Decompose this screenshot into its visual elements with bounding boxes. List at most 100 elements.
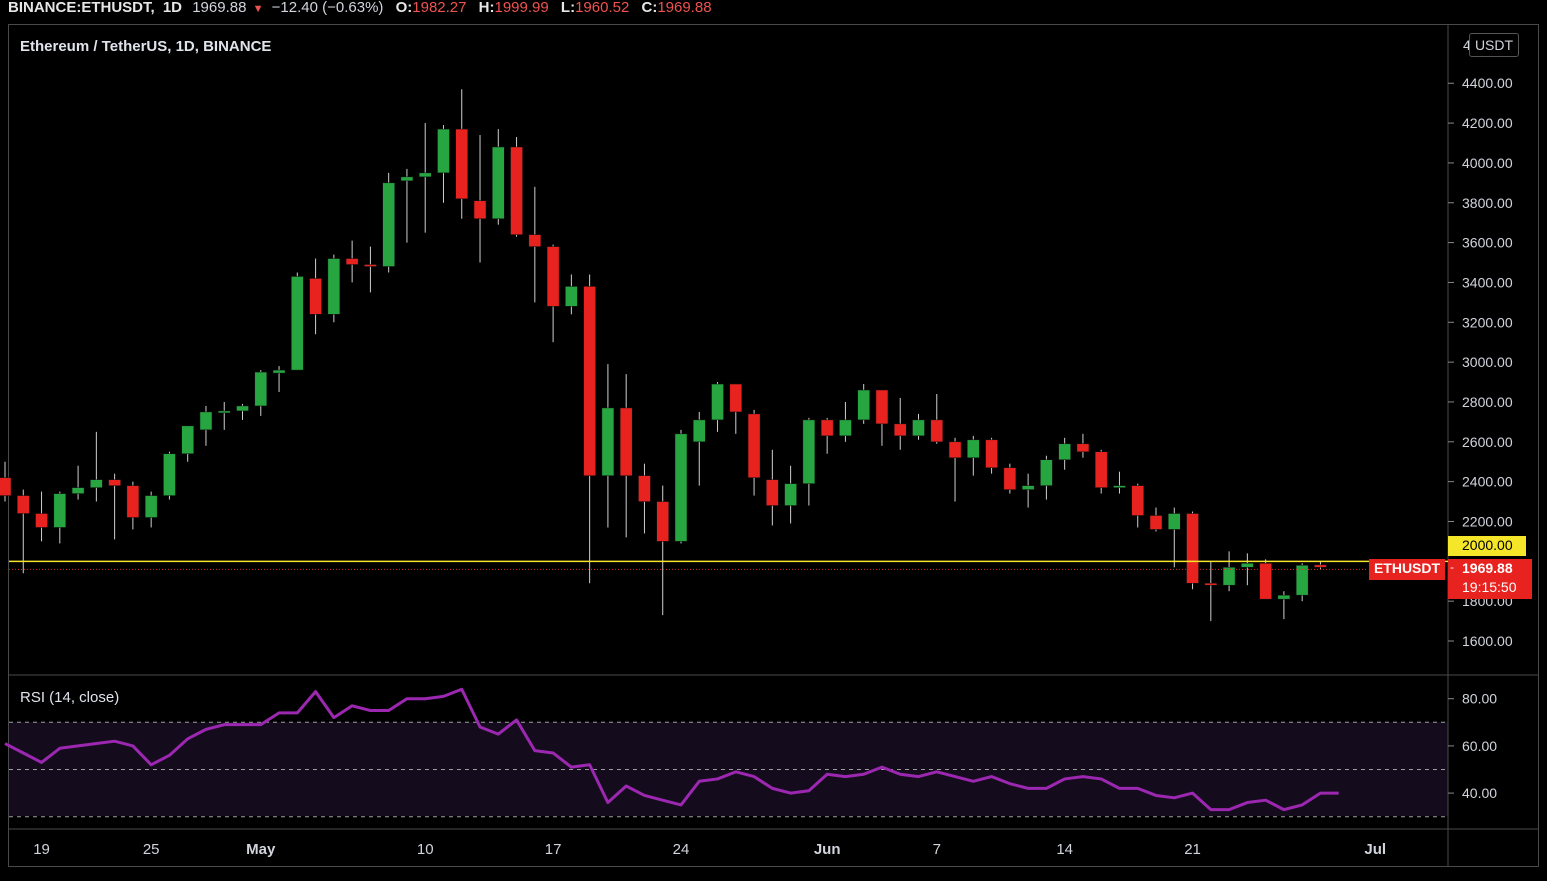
candle-body [619, 407, 633, 476]
price-axis[interactable]: 1600.001800.002200.002400.002600.002800.… [1448, 75, 1513, 649]
low-label: L: [560, 0, 576, 16]
candle-body [272, 369, 286, 374]
candle-body [1168, 513, 1181, 530]
price-tick-label: 2600.00 [1462, 434, 1513, 450]
candle [1168, 507, 1181, 568]
candle [1076, 433, 1090, 458]
high-value: 1999.99 [494, 0, 549, 16]
candle-body [473, 200, 487, 219]
candle [17, 489, 30, 574]
rsi-pane-title: RSI (14, close) [20, 689, 120, 706]
candle [309, 258, 322, 335]
candle-body [126, 485, 140, 518]
candle [565, 274, 578, 315]
currency-button[interactable]: USDT [1469, 33, 1519, 57]
time-tick-label: 25 [143, 841, 160, 858]
ticker-tag: ETHUSDT [1369, 559, 1445, 580]
candle-body [254, 371, 268, 407]
candle [199, 405, 213, 446]
time-tick-label: 19 [33, 841, 50, 858]
candle-body [875, 389, 889, 425]
candle [345, 240, 359, 283]
current-price-value: 1969.88 [1462, 560, 1513, 576]
candle-body [1186, 513, 1199, 584]
candle [291, 272, 304, 371]
candle [674, 429, 688, 544]
candle [400, 168, 414, 243]
candle-body [985, 439, 998, 468]
price-tick-label: 3000.00 [1462, 354, 1513, 370]
candle [546, 244, 560, 343]
candle-body [1021, 485, 1035, 490]
rsi-tick-label: 40.00 [1462, 785, 1497, 801]
price-tick-label: 2400.00 [1462, 474, 1513, 490]
candle [820, 417, 834, 454]
candle [0, 461, 12, 502]
bar-countdown: 19:15:50 [1462, 579, 1517, 595]
candle-body [53, 493, 67, 528]
candle-body [1295, 565, 1309, 596]
candle-body [163, 453, 176, 496]
candle-body [510, 146, 523, 235]
candle-body [309, 278, 322, 315]
candle-body [674, 433, 688, 542]
tag-dash-icon: - [1450, 560, 1454, 574]
candle-body [1149, 515, 1163, 530]
high-label: H: [478, 0, 495, 16]
candle-body [1113, 485, 1126, 488]
candle-body [930, 419, 944, 443]
candle [418, 123, 432, 233]
last-price: 1969.88 [192, 0, 247, 16]
candle [1149, 507, 1163, 532]
candle-body [108, 479, 121, 486]
candle-body [583, 286, 596, 476]
candle-body [1204, 582, 1218, 586]
candle [802, 417, 816, 506]
candle [601, 364, 615, 528]
rsi-line [4, 687, 1339, 812]
candle-body [71, 487, 85, 494]
candle-body [601, 407, 615, 476]
candle [35, 491, 48, 542]
candle-body [693, 419, 706, 443]
candle-body [528, 234, 542, 247]
price-tick-label: 3400.00 [1462, 274, 1513, 290]
time-tick-label: Jun [814, 841, 841, 858]
time-tick-label: Jul [1364, 841, 1386, 858]
candle [729, 383, 743, 434]
price-tick-label: 4400.00 [1462, 75, 1513, 91]
candle-body [1076, 443, 1090, 453]
candle-body [1040, 459, 1053, 486]
candle-body [1131, 485, 1144, 516]
candle-body [546, 246, 560, 307]
candle [948, 437, 962, 502]
candle [254, 370, 268, 416]
down-arrow-icon: ▼ [252, 3, 264, 15]
rsi-axis[interactable]: 40.00 60.00 80.00 [1448, 691, 1497, 801]
candle-body [784, 483, 797, 506]
time-tick-label: 17 [545, 841, 562, 858]
candle [53, 491, 67, 544]
candle-body [711, 383, 724, 421]
candle [1241, 553, 1254, 586]
level-price-tag[interactable]: 2000.00 [1448, 536, 1526, 556]
candle [473, 135, 487, 263]
candle-body [437, 128, 450, 174]
candle-body [217, 410, 231, 414]
candle-body [492, 146, 505, 219]
candle-body [839, 419, 852, 437]
candle-body [967, 439, 980, 458]
price-tick-label: 3800.00 [1462, 195, 1513, 211]
candle-body [35, 513, 48, 528]
candle-body [1241, 563, 1254, 568]
candle [711, 382, 724, 432]
symbol-name[interactable]: BINANCE:ETHUSDT, [8, 0, 155, 16]
timeframe[interactable]: 1D [162, 0, 183, 16]
time-tick-label: 7 [933, 841, 941, 858]
candle-body [291, 276, 304, 371]
candle [108, 473, 121, 540]
candle [619, 374, 633, 538]
time-tick-label: 24 [673, 841, 690, 858]
time-axis[interactable]: 19 25 May 10 17 24 Jun 7 14 21 Jul [33, 841, 1386, 858]
